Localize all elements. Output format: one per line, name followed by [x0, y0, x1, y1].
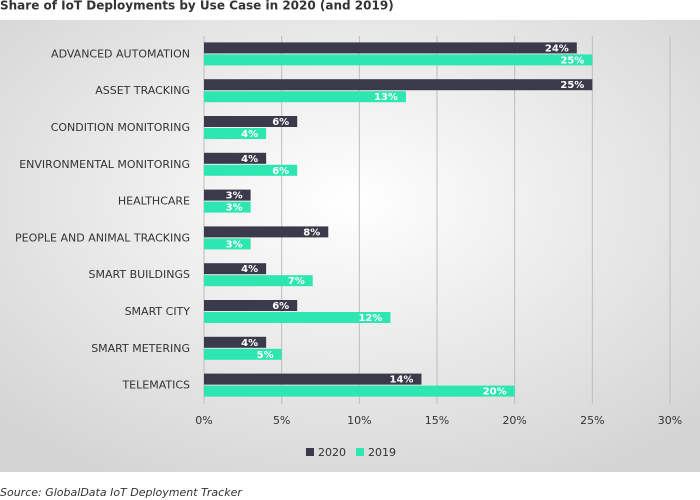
legend-swatch [356, 448, 364, 456]
legend-label: 2020 [318, 446, 346, 459]
bar [204, 348, 282, 360]
bar [204, 79, 593, 91]
bar [204, 91, 406, 103]
y-tick-label: PEOPLE AND ANIMAL TRACKING [15, 231, 190, 244]
value-label: 8% [303, 227, 320, 238]
bar [204, 226, 329, 238]
y-tick-label: ASSET TRACKING [95, 84, 190, 97]
value-label: 5% [257, 350, 274, 361]
value-label: 24% [545, 43, 569, 54]
bar [204, 54, 593, 66]
x-tick-label: 0% [195, 414, 212, 427]
value-label: 7% [288, 276, 305, 287]
bar [204, 238, 251, 250]
value-label: 6% [272, 301, 289, 312]
value-label: 3% [226, 203, 243, 214]
y-tick-label: ADVANCED AUTOMATION [51, 47, 190, 60]
value-label: 13% [374, 92, 398, 103]
source: Source: GlobalData IoT Deployment Tracke… [0, 486, 243, 499]
value-label: 4% [241, 129, 258, 140]
x-tick-label: 5% [273, 414, 290, 427]
bar [204, 275, 313, 287]
value-label: 25% [560, 80, 584, 91]
x-tick-label: 25% [580, 414, 604, 427]
bar [204, 164, 298, 176]
y-tick-label: SMART METERING [91, 342, 190, 355]
value-label: 4% [241, 154, 258, 165]
y-tick-label: ENVIRONMENTAL MONITORING [19, 158, 190, 171]
y-tick-label: SMART CITY [125, 305, 191, 318]
y-tick-label: TELEMATICS [121, 379, 190, 392]
value-label: 6% [272, 117, 289, 128]
bar [204, 300, 298, 311]
value-label: 4% [241, 264, 258, 275]
value-label: 20% [483, 387, 507, 398]
value-label: 6% [272, 166, 289, 177]
y-tick-label: CONDITION MONITORING [51, 121, 190, 134]
bar [204, 263, 267, 275]
value-label: 4% [241, 338, 258, 349]
value-label: 3% [226, 191, 243, 202]
x-tick-label: 30% [658, 414, 682, 427]
value-label: 25% [560, 55, 584, 66]
bar [204, 189, 251, 201]
x-tick-label: 15% [425, 414, 449, 427]
bar [204, 42, 577, 54]
value-label: 12% [358, 313, 382, 324]
chart-title: Share of IoT Deployments by Use Case in … [0, 0, 394, 13]
x-tick-label: 20% [502, 414, 526, 427]
bar [204, 128, 267, 139]
bar [204, 373, 422, 385]
value-label: 14% [390, 375, 414, 386]
bar [204, 385, 515, 397]
y-tick-label: SMART BUILDINGS [89, 268, 190, 281]
value-label: 3% [226, 239, 243, 250]
x-tick-label: 10% [347, 414, 371, 427]
bar [204, 152, 267, 164]
legend-swatch [306, 448, 314, 456]
legend-label: 2019 [368, 446, 396, 459]
bar [204, 336, 267, 348]
bar [204, 312, 391, 323]
bar [204, 116, 298, 127]
bar [204, 201, 251, 213]
y-tick-label: HEALTHCARE [118, 195, 190, 208]
